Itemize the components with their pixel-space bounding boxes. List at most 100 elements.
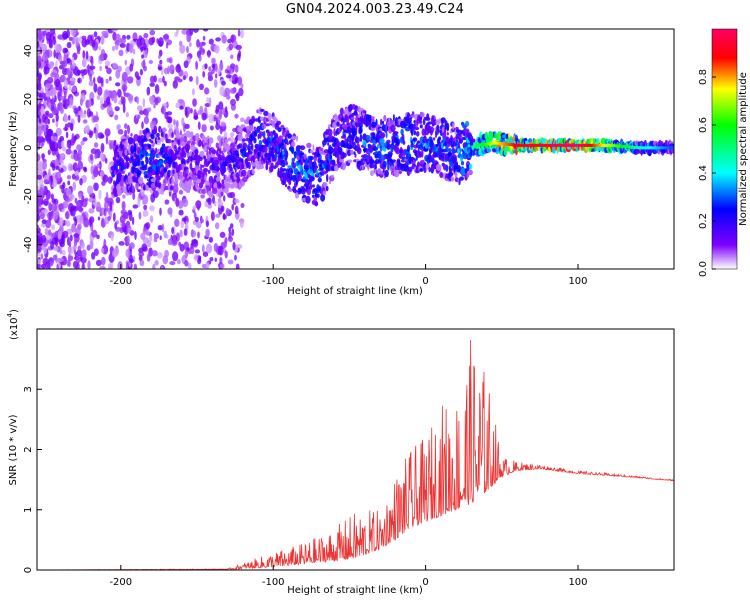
spectrogram-signal-blob [247, 150, 253, 155]
spectrogram-signal-blob [287, 165, 293, 169]
spectrogram-noise-blob [114, 106, 120, 112]
spectrogram-noise-blob [236, 52, 241, 62]
spectrogram-noise-blob [202, 29, 209, 32]
spectrogram-core-mark [500, 142, 503, 146]
spectrogram-noise-blob [100, 97, 104, 106]
spectrogram-signal-blob [137, 170, 142, 176]
spectrogram-core-mark [506, 142, 509, 146]
spectrogram-signal-blob [369, 159, 375, 165]
spectrogram-noise-blob [217, 68, 221, 75]
spectrogram-signal-blob [250, 143, 254, 152]
spectrogram-y-tick-label: 0 [23, 145, 34, 151]
spectrogram-noise-blob [219, 62, 224, 72]
spectrogram-noise-blob [47, 149, 51, 156]
spectrogram-signal-blob [277, 127, 282, 133]
spectrogram-noise-blob [37, 96, 40, 105]
spectrogram-signal-blob [221, 156, 227, 161]
spectrogram-signal-blob [203, 168, 208, 173]
spectrogram-noise-blob [148, 60, 153, 64]
spectrogram-noise-blob [99, 265, 106, 269]
spectrogram-signal-blob [225, 182, 231, 189]
spectrogram-core-mark [485, 142, 488, 146]
spectrogram-signal-blob [145, 184, 149, 191]
spectrogram-noise-blob [70, 29, 77, 37]
spectrogram-signal-blob [162, 127, 167, 133]
spectrogram-noise-blob [51, 236, 58, 245]
spectrogram-noise-blob [191, 239, 198, 244]
spectrogram-noise-blob [157, 225, 163, 231]
spectrogram-noise-blob [234, 205, 239, 215]
spectrogram-noise-blob [174, 218, 180, 227]
spectrogram-noise-blob [157, 252, 163, 259]
spectrogram-noise-blob [55, 113, 59, 122]
spectrogram-noise-blob [59, 95, 66, 101]
spectrogram-core-mark [559, 143, 562, 147]
spectrogram-noise-blob [154, 97, 159, 106]
spectrogram-signal-blob [207, 135, 210, 139]
spectrogram-signal-blob [326, 174, 329, 182]
spectrogram-noise-blob [206, 243, 213, 254]
spectrogram-noise-blob [121, 201, 126, 211]
spectrogram-noise-blob [157, 66, 163, 71]
spectrogram-noise-blob [101, 256, 106, 266]
spectrogram-signal-blob [339, 107, 344, 115]
spectrogram-signal-blob [381, 120, 385, 125]
spectrogram-noise-blob [79, 178, 83, 186]
spectrogram-signal-blob [237, 143, 243, 149]
spectrogram-core-mark [568, 143, 571, 147]
spectrogram-frame [36, 28, 675, 270]
spectrogram-noise-blob [179, 105, 184, 110]
spectrogram-noise-blob [41, 263, 47, 269]
spectrogram-signal-blob [126, 162, 129, 170]
spectrogram-noise-blob [153, 233, 160, 240]
spectrogram-noise-blob [41, 43, 47, 52]
spectrogram-noise-blob [162, 255, 169, 265]
spectrogram-core-mark [606, 143, 610, 147]
spectrogram-noise-blob [189, 42, 192, 47]
spectrogram-core-mark [579, 143, 582, 147]
spectrogram-core-mark [616, 144, 619, 148]
spectrogram-core-mark [582, 143, 585, 147]
spectrogram-signal-blob [380, 118, 383, 126]
spectrogram-noise-blob [62, 30, 69, 40]
spectrogram-signal-blob [354, 153, 357, 158]
spectrogram-signal-blob [459, 176, 464, 181]
spectrogram-noise-blob [167, 238, 173, 246]
spectrogram-noise-blob [61, 140, 65, 148]
spectrogram-signal-blob [445, 164, 449, 172]
spectrogram-noise-blob [87, 260, 91, 269]
spectrogram-noise-blob [235, 44, 242, 51]
spectrogram-signal-blob [280, 159, 286, 168]
spectrogram-noise-blob [37, 195, 44, 204]
snr-y-axis-label: SNR (10 * v/v) [8, 414, 19, 485]
spectrogram-signal-blob [346, 122, 350, 126]
spectrogram-noise-blob [71, 63, 75, 70]
spectrogram-noise-blob [228, 43, 234, 51]
spectrogram-noise-blob [105, 78, 109, 84]
spectrogram-noise-blob [92, 204, 95, 209]
spectrogram-noise-blob [199, 105, 204, 115]
spectrogram-core-mark [492, 141, 495, 145]
spectrogram-noise-blob [240, 83, 244, 89]
spectrogram-core-mark [654, 146, 657, 150]
spectrogram-signal-blob [115, 166, 119, 174]
spectrogram-signal-blob [330, 148, 333, 152]
spectrogram-core-mark [603, 143, 607, 147]
spectrogram-noise-blob [43, 123, 47, 132]
spectrogram-core-mark [518, 143, 521, 147]
spectrogram-signal-blob [259, 108, 265, 112]
spectrogram-signal-blob [208, 160, 211, 165]
spectrogram-x-axis-label: Height of straight line (km) [287, 286, 423, 297]
spectrogram-noise-blob [205, 220, 209, 228]
spectrogram-signal-blob [153, 125, 158, 134]
spectrogram-noise-blob [61, 255, 67, 266]
spectrogram-signal-blob [181, 158, 187, 165]
spectrogram-noise-blob [37, 230, 40, 235]
spectrogram-signal-blob [354, 136, 360, 144]
spectrogram-signal-blob [208, 137, 214, 144]
spectrogram-core-mark [605, 143, 608, 147]
spectrogram-noise-blob [98, 54, 105, 61]
spectrogram-noise-blob [145, 222, 151, 230]
spectrogram-signal-blob [439, 172, 444, 178]
